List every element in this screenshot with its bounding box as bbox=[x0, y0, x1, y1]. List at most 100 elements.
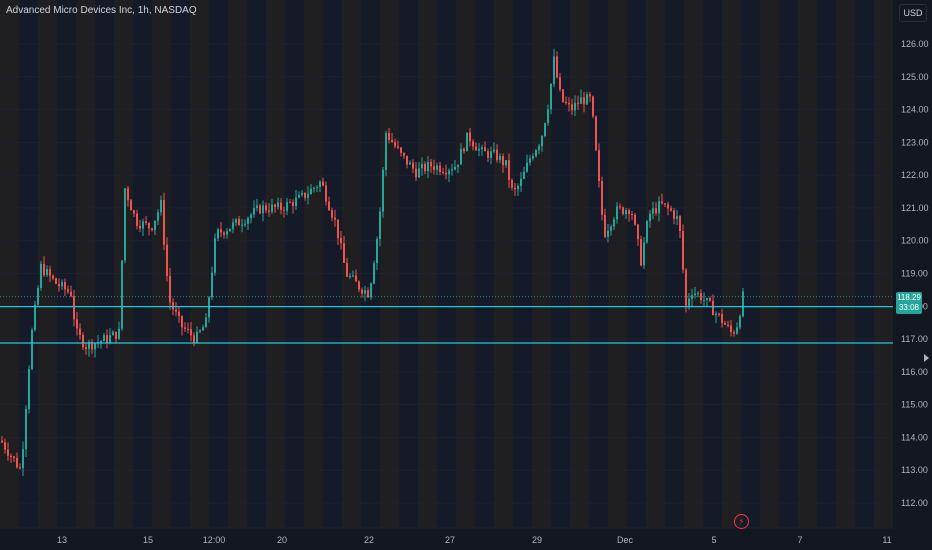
candle-body bbox=[265, 205, 267, 211]
candle-body bbox=[559, 77, 561, 90]
candle-body bbox=[247, 218, 249, 224]
candle-body bbox=[487, 151, 489, 158]
session-band bbox=[114, 0, 133, 528]
candle-body bbox=[403, 152, 405, 156]
candle-body bbox=[493, 149, 495, 152]
candle-body bbox=[169, 275, 171, 303]
price-axis-label: 112.00 bbox=[901, 498, 928, 508]
candle-body bbox=[736, 327, 738, 334]
candle-body bbox=[544, 123, 546, 136]
candle-body bbox=[646, 221, 648, 243]
candle-body bbox=[76, 319, 78, 329]
candle-body bbox=[226, 231, 228, 235]
candle-body bbox=[304, 192, 306, 198]
candle-body bbox=[361, 289, 363, 294]
candle-body bbox=[193, 335, 195, 343]
candle-body bbox=[370, 283, 372, 298]
session-band bbox=[133, 0, 152, 528]
candle-body bbox=[277, 202, 279, 207]
time-axis-label: 7 bbox=[797, 535, 802, 545]
candle-body bbox=[658, 201, 660, 214]
candle-body bbox=[424, 163, 426, 172]
candle-body bbox=[595, 116, 597, 151]
candle-body bbox=[520, 178, 522, 186]
candle-body bbox=[388, 132, 390, 140]
scroll-right-icon[interactable] bbox=[924, 354, 929, 362]
candle-body bbox=[712, 300, 714, 316]
candle-body bbox=[22, 449, 24, 469]
current-price-label: 118.29 33:08 bbox=[896, 292, 922, 314]
candle-body bbox=[103, 335, 105, 342]
candle-body bbox=[535, 150, 537, 157]
candle-body bbox=[319, 181, 321, 188]
candle-body bbox=[517, 185, 519, 190]
price-axis[interactable]: 112.00113.00114.00115.00116.00117.00118.… bbox=[901, 39, 929, 508]
candle-body bbox=[418, 168, 420, 178]
candle-body bbox=[190, 329, 192, 336]
candle-body bbox=[121, 260, 123, 329]
time-axis-label: Dec bbox=[617, 535, 634, 545]
candle-body bbox=[328, 201, 330, 211]
horizontal-levels[interactable] bbox=[0, 296, 893, 344]
lightning-icon[interactable]: ⚡ bbox=[734, 514, 749, 529]
price-axis-label: 119.00 bbox=[901, 269, 928, 279]
time-axis-label: 5 bbox=[711, 535, 716, 545]
candle-body bbox=[16, 458, 18, 468]
price-axis-label: 120.00 bbox=[901, 236, 929, 246]
candle-body bbox=[439, 165, 441, 172]
bar-countdown: 33:08 bbox=[898, 303, 920, 312]
session-band bbox=[57, 0, 76, 528]
session-band bbox=[798, 0, 817, 528]
candle-body bbox=[28, 368, 30, 409]
candle-body bbox=[607, 230, 609, 237]
candle-body bbox=[295, 197, 297, 207]
session-band bbox=[304, 0, 323, 528]
candle-body bbox=[409, 162, 411, 165]
candle-body bbox=[70, 291, 72, 297]
session-band bbox=[399, 0, 418, 528]
candle-body bbox=[649, 213, 651, 222]
candle-body bbox=[217, 229, 219, 239]
candle-body bbox=[79, 328, 81, 335]
candle-body bbox=[382, 169, 384, 212]
chart-title: Advanced Micro Devices Inc, 1h, NASDAQ bbox=[6, 5, 197, 16]
candle-body bbox=[634, 214, 636, 225]
candle-body bbox=[358, 281, 360, 290]
candle-body bbox=[85, 347, 87, 349]
candle-body bbox=[490, 151, 492, 158]
price-axis-label: 116.00 bbox=[901, 367, 928, 377]
candle-body bbox=[670, 208, 672, 211]
candle-body bbox=[511, 180, 513, 188]
candle-body bbox=[406, 155, 408, 165]
candle-body bbox=[394, 142, 396, 147]
candle-body bbox=[307, 194, 309, 198]
candle-body bbox=[1, 440, 3, 443]
session-band bbox=[152, 0, 171, 528]
session-band bbox=[874, 0, 893, 528]
candle-body bbox=[739, 316, 741, 328]
time-axis-label: 27 bbox=[445, 535, 455, 545]
candle-body bbox=[127, 188, 129, 201]
candle-body bbox=[451, 169, 453, 171]
price-axis-label: 121.00 bbox=[901, 203, 929, 213]
candle-body bbox=[253, 208, 255, 215]
candle-body bbox=[214, 238, 216, 273]
candle-body bbox=[130, 200, 132, 211]
candle-body bbox=[640, 239, 642, 266]
session-band bbox=[437, 0, 456, 528]
session-band bbox=[855, 0, 874, 528]
candle-body bbox=[154, 220, 156, 231]
time-axis-label: 12:00 bbox=[203, 535, 226, 545]
current-price-value: 118.29 bbox=[897, 293, 921, 302]
candle-body bbox=[271, 204, 273, 212]
session-band bbox=[817, 0, 836, 528]
candle-body bbox=[220, 229, 222, 233]
candle-body bbox=[241, 224, 243, 226]
time-axis[interactable]: 13 15 12:00 20 22 27 29 Dec 5 7 11 bbox=[0, 527, 893, 545]
candle-body bbox=[376, 239, 378, 264]
candle-body bbox=[397, 146, 399, 148]
candle-body bbox=[589, 94, 591, 97]
currency-button[interactable]: USD bbox=[899, 4, 927, 22]
candle-body bbox=[196, 331, 198, 343]
